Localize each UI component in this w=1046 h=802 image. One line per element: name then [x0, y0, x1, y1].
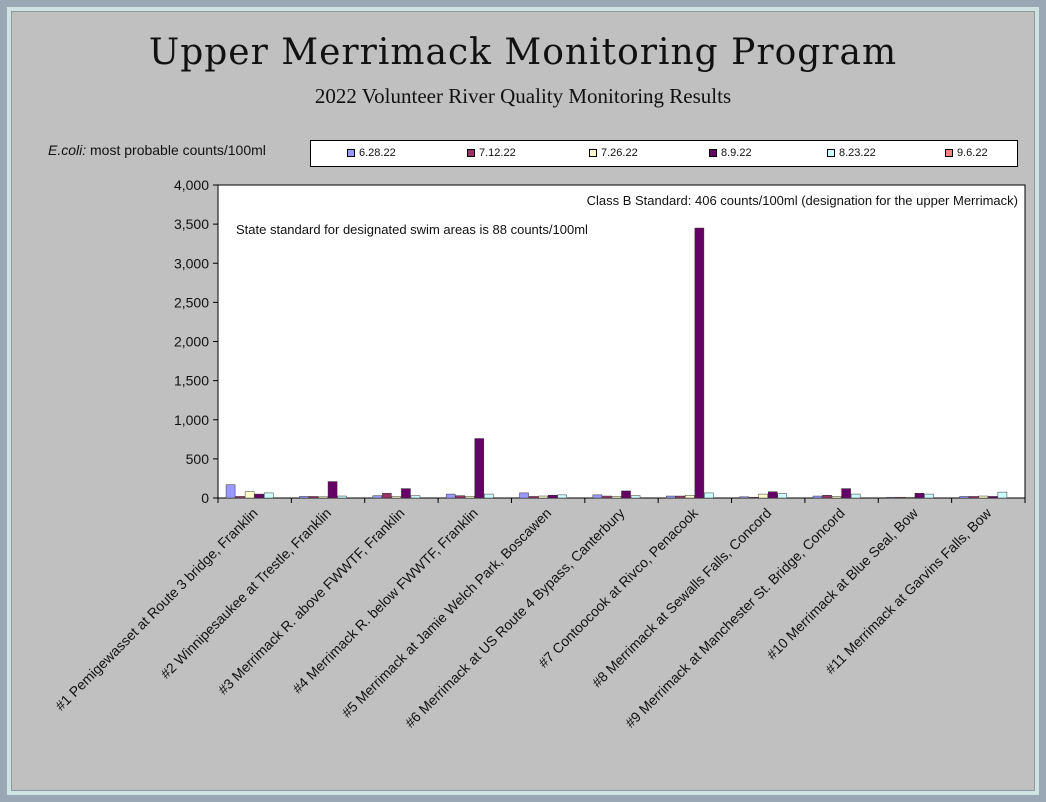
inner-frame: [7, 7, 1039, 795]
bar: [812, 495, 823, 499]
bar: [611, 496, 622, 499]
legend-item: 9.6.22: [945, 147, 988, 159]
legend-item: 7.12.22: [467, 147, 516, 159]
x-tick-label: #7 Contoocook at Rivco, Penacook: [535, 504, 702, 671]
bar: [254, 493, 264, 499]
bar: [557, 494, 567, 499]
bar: [484, 493, 494, 499]
class-b-standard-note: Class B Standard: 406 counts/100ml (desi…: [587, 193, 1018, 208]
bar: [767, 491, 778, 499]
legend-item: 8.23.22: [827, 147, 876, 159]
legend-item: 6.28.22: [347, 147, 396, 159]
bar: [914, 493, 925, 499]
bar: [886, 496, 896, 499]
plot-area: [217, 184, 1026, 499]
bar: [263, 492, 274, 499]
bar: [968, 496, 979, 499]
bar: [592, 494, 603, 499]
chart-subtitle: 2022 Volunteer River Quality Monitoring …: [314, 84, 732, 108]
bar: [299, 496, 309, 499]
bar: [666, 495, 676, 499]
frame-line: [11, 11, 1035, 791]
unit-text: most probable counts/100ml: [90, 142, 266, 158]
bar: [455, 495, 465, 499]
legend-label: 9.6.22: [957, 147, 988, 159]
bar: [822, 495, 832, 499]
legend-item: 7.26.22: [589, 147, 638, 159]
bar: [841, 488, 851, 499]
bar: [959, 496, 969, 499]
bar: [694, 227, 705, 499]
bar: [630, 495, 641, 499]
y-tick-label: 1,500: [174, 373, 209, 389]
bar: [235, 496, 245, 499]
x-tick-label: #10 Merrimack at Blue Seal, Bow: [763, 504, 921, 662]
bar: [905, 496, 915, 499]
legend-label: 8.23.22: [839, 147, 876, 159]
bar: [401, 488, 411, 499]
bar: [464, 496, 475, 499]
bar: [372, 495, 383, 499]
bar: [445, 493, 456, 499]
bar: [978, 495, 989, 499]
bar: [391, 496, 402, 499]
legend-swatch: [709, 149, 717, 157]
legend-label: 7.26.22: [601, 147, 638, 159]
bar: [225, 484, 236, 499]
bar: [924, 493, 934, 499]
legend-swatch: [347, 149, 355, 157]
bar: [850, 493, 861, 499]
bar: [777, 493, 788, 499]
bar: [528, 496, 539, 499]
legend-swatch: [945, 149, 953, 157]
bar: [739, 496, 749, 499]
y-tick-label: 500: [186, 451, 210, 467]
y-axis-unit-label: E.coli: most probable counts/100ml: [48, 142, 266, 158]
y-tick-label: 4,000: [174, 177, 209, 193]
bar: [704, 492, 714, 499]
bar: [538, 495, 548, 499]
y-tick-label: 3,000: [174, 255, 209, 271]
legend-swatch: [827, 149, 835, 157]
legend: 6.28.22 7.12.22 7.26.22 8.9.22 8.23.22 9.6.22: [310, 140, 1018, 167]
bar: [621, 490, 631, 499]
swim-area-standard-note: State standard for designated swim areas…: [236, 222, 588, 237]
bar: [382, 493, 392, 499]
y-tick-label: 3,500: [174, 216, 209, 232]
ecoli-label: E.coli:: [48, 142, 87, 158]
legend-item: 8.9.22: [709, 147, 752, 159]
bar: [997, 491, 1008, 499]
y-tick-label: 1,000: [174, 412, 209, 428]
bar: [474, 438, 485, 499]
bar: [519, 492, 529, 499]
bar: [308, 496, 319, 499]
chart-title: Upper Merrimack Monitoring Program: [148, 32, 898, 73]
bar: [602, 495, 612, 499]
y-tick-label: 2,500: [174, 294, 209, 310]
bar: [337, 495, 347, 499]
bar: [327, 481, 338, 499]
legend-swatch: [589, 149, 597, 157]
bar: [410, 495, 421, 499]
bar: [685, 495, 695, 499]
legend-label: 7.12.22: [479, 147, 516, 159]
bar: [988, 496, 998, 499]
bar: [758, 493, 768, 499]
x-tick-label: #11 Merrimack at Garvins Falls, Bow: [822, 504, 995, 677]
legend-label: 6.28.22: [359, 147, 396, 159]
bar: [675, 495, 686, 499]
bar: [895, 496, 906, 499]
bar: [244, 491, 255, 499]
legend-label: 8.9.22: [721, 147, 752, 159]
bar: [547, 495, 558, 499]
bar: [748, 496, 759, 499]
bar: [318, 496, 328, 499]
bar: [831, 496, 842, 499]
y-tick-label: 0: [201, 490, 209, 506]
legend-swatch: [467, 149, 475, 157]
y-tick-label: 2,000: [174, 334, 209, 350]
